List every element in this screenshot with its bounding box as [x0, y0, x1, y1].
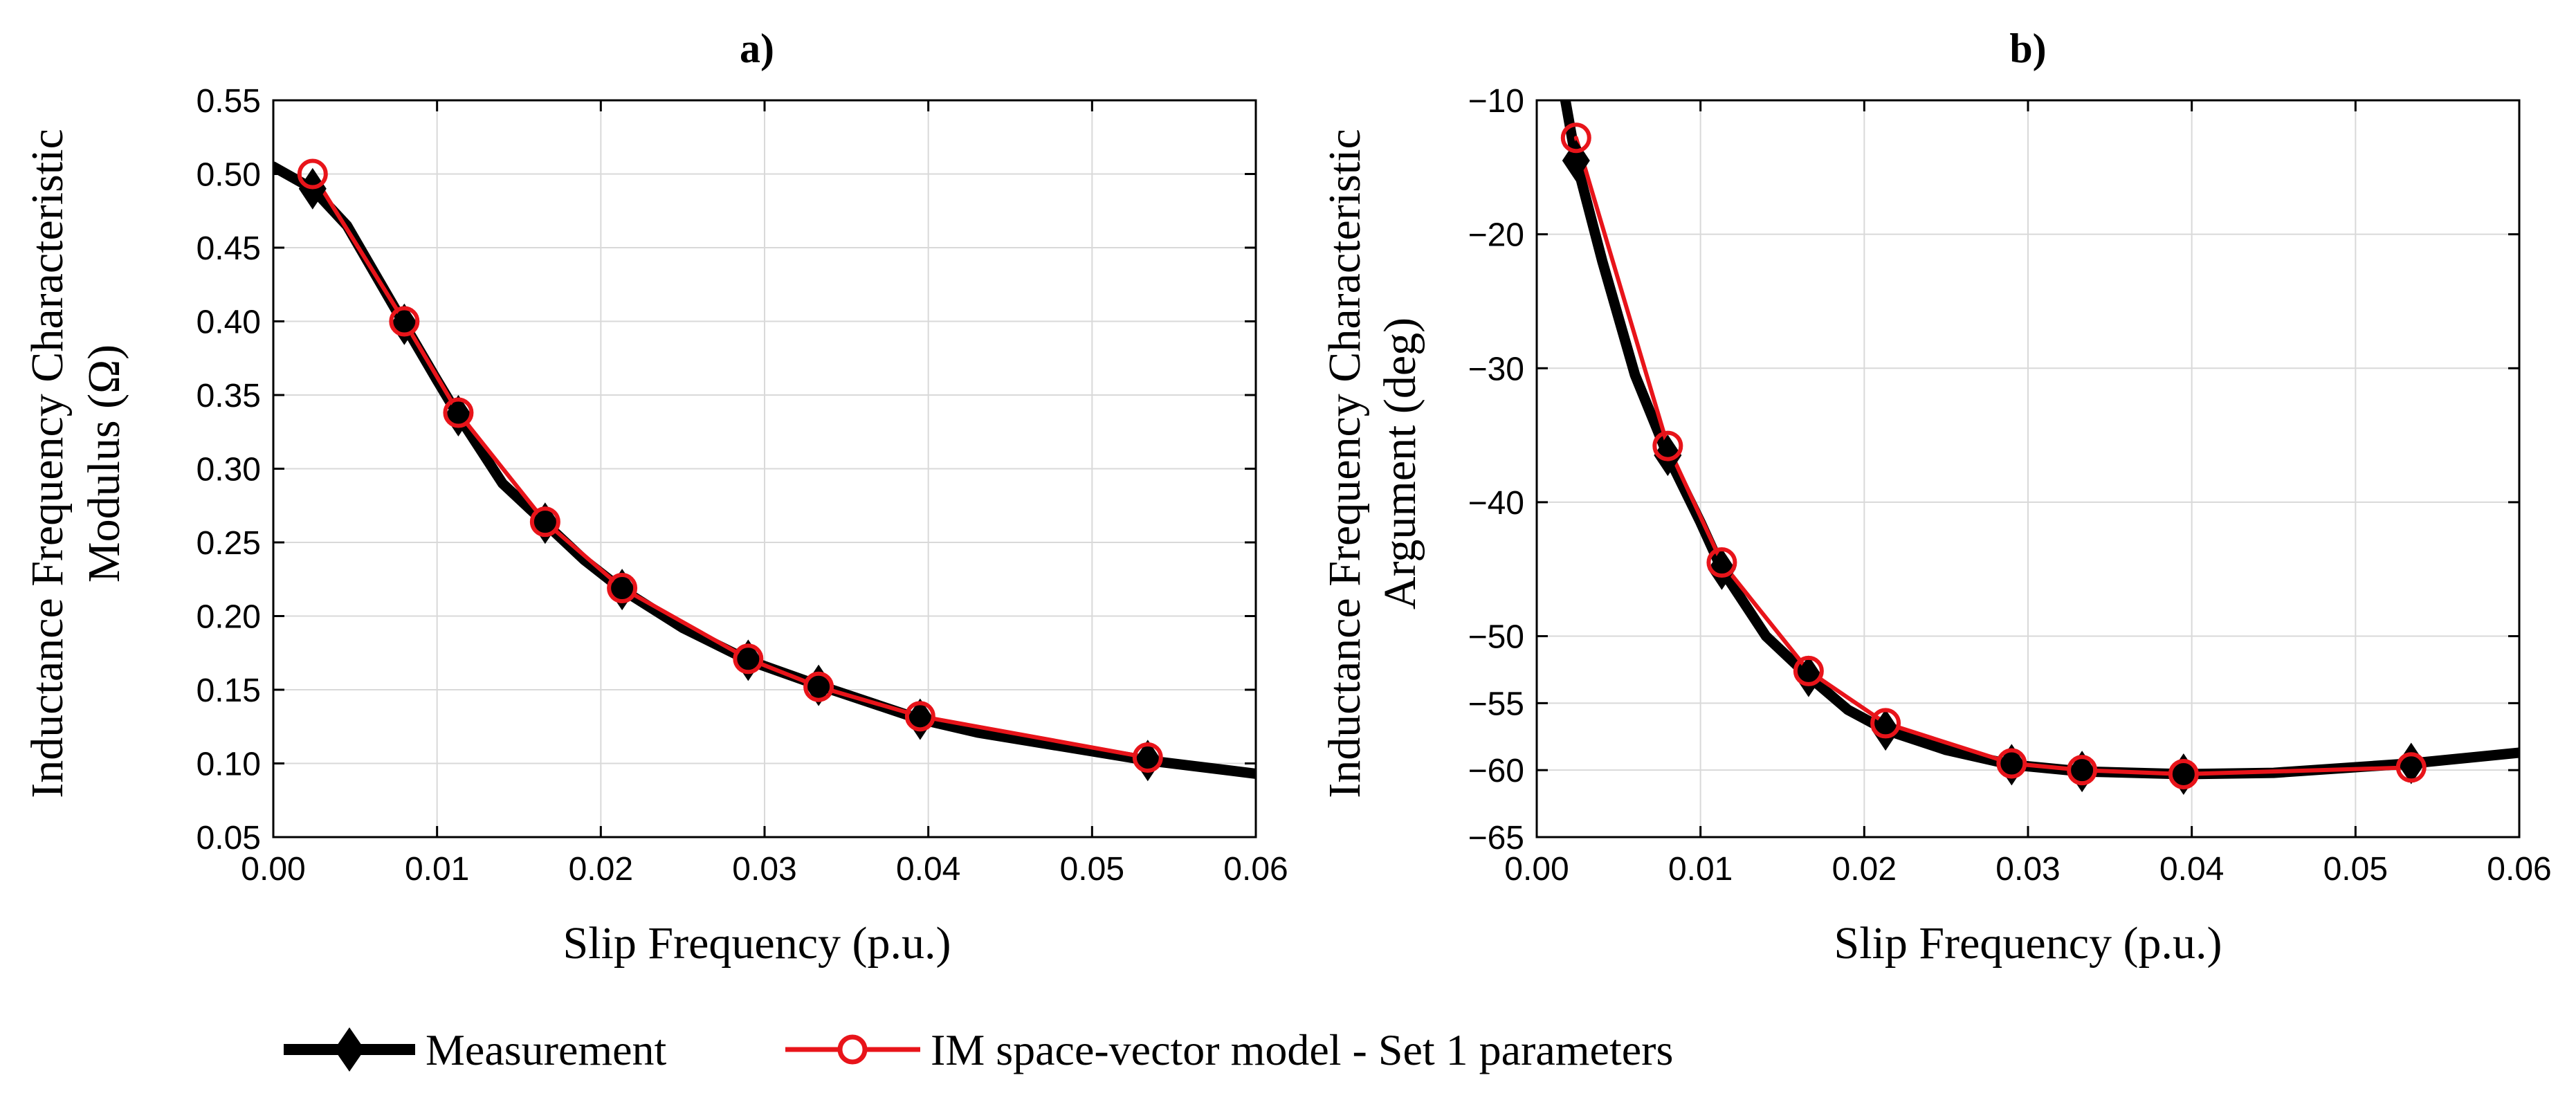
panel-b-title: b) [2009, 26, 2046, 71]
panel-a-y-tick-label: 0.55 [197, 83, 261, 120]
panel-a-x-tick-label: 0.00 [241, 851, 305, 888]
panel-b-measurement-point [1872, 709, 1900, 751]
panel-a-ticks: 0.00 0.01 0.02 0.03 0.04 0.05 0.06 0.05 0.10 0.15… [197, 83, 1288, 888]
panel-a-x-tick-label: 0.02 [569, 851, 633, 888]
panel-a-model-point [529, 506, 560, 538]
legend-measurement-diamond-icon [334, 1027, 365, 1072]
panel-b-x-tick-label: 0.00 [1504, 851, 1569, 888]
panel-a-grid [273, 100, 1257, 838]
panel-a-y-tick-label: 0.25 [197, 525, 261, 562]
panel-a-x-tick-label: 0.05 [1060, 851, 1124, 888]
panel-a-model-point [803, 671, 834, 702]
panel-a-y-axis-label-line1: Inductance Frequency Characteristic [22, 129, 73, 798]
panel-b-measurement-point [1794, 655, 1823, 697]
panel-a-y-tick-label: 0.40 [197, 304, 261, 341]
panel-a-model-point [1132, 742, 1163, 773]
panel-a-title: a) [740, 26, 774, 71]
panel-a-x-tick-label: 0.06 [1223, 851, 1288, 888]
panel-b-ticks: 0.00 0.01 0.02 0.03 0.04 0.05 0.06 −10 −20 −30 −40… [1468, 83, 2552, 888]
panel-b-x-tick-label: 0.06 [2487, 851, 2551, 888]
panel-a-model-point [733, 643, 764, 675]
panel-b-y-tick-label: −40 [1468, 485, 1524, 522]
panel-b-model-point [1706, 547, 1737, 578]
panel-b-x-tick-label: 0.01 [1668, 851, 1733, 888]
panel-b-data [1560, 100, 2519, 795]
panel-b-y-axis-label-line2: Argument (deg) [1375, 318, 1425, 609]
panel-b-x-axis-label: Slip Frequency (p.u.) [1834, 918, 2222, 969]
panel-a-x-axis-label: Slip Frequency (p.u.) [563, 918, 951, 969]
panel-b-model-line [1573, 136, 2413, 776]
panel-a-y-tick-label: 0.50 [197, 157, 261, 194]
panel-b-y-tick-label: −20 [1468, 217, 1524, 254]
panel-a-y-tick-label: 0.05 [197, 820, 261, 856]
panel-b-model-point [2395, 752, 2427, 783]
panel-b-model-point [1870, 708, 1901, 739]
panel-a-data [273, 158, 1256, 782]
panel-b-y-tick-label: −10 [1468, 83, 1524, 120]
legend-measurement-label: Measurement [426, 1025, 667, 1074]
panel-a-y-tick-label: 0.45 [197, 230, 261, 267]
panel-a-model-point [607, 573, 638, 604]
panel-b-y-axis-label-line1: Inductance Frequency Characteristic [1319, 129, 1370, 798]
panel-b-model-point [2067, 755, 2098, 786]
panel-a-y-tick-label: 0.15 [197, 672, 261, 709]
panel-b-series-group [1560, 100, 2519, 795]
panel-a: a) 0.00 0.01 0.02 0.03 0.04 0.05 0.060.050.100… [22, 26, 1288, 969]
panel-b-model-point [1793, 655, 1824, 686]
panel-a-y-tick-label: 0.30 [197, 452, 261, 488]
panel-b-y-tick-label: −55 [1468, 686, 1524, 722]
panel-a-model-point [443, 397, 474, 428]
panel-b-y-tick-label: −30 [1468, 351, 1524, 387]
panel-a-y-tick-label: 0.35 [197, 378, 261, 414]
panel-b-x-tick-label: 0.04 [2159, 851, 2224, 888]
panel-b-y-tick-label: −65 [1468, 820, 1524, 856]
panel-a-series-group [273, 158, 1256, 782]
panel-b-measurement-line [1560, 100, 2519, 780]
panel-b-measurement-point [1654, 434, 1682, 477]
panel-a-x-tick-label: 0.01 [405, 851, 469, 888]
panel-b-x-tick-label: 0.03 [1995, 851, 2060, 888]
panel-a-model-point [297, 158, 328, 190]
panel-a-model-point [904, 701, 935, 732]
legend-model-label: IM space-vector model - Set 1 parameters [931, 1025, 1673, 1074]
panel-b-measurement-point [1708, 548, 1736, 590]
panel-b-measurement-point [2397, 742, 2425, 785]
panel-a-y-axis-label-line2: Modulus (Ω) [79, 345, 129, 583]
panel-b-model-point [1996, 748, 2027, 779]
panel-b-y-tick-label: −60 [1468, 753, 1524, 789]
panel-b: b) 0.00 0.01 0.02 0.03 0.04 0.05 0.06 −10 −20 −30… [1319, 26, 2552, 969]
panel-b-y-tick-label: −50 [1468, 619, 1524, 656]
legend-model-circle-icon [837, 1034, 868, 1065]
panel-b-x-tick-label: 0.02 [1832, 851, 1897, 888]
panel-b-x-tick-label: 0.05 [2323, 851, 2388, 888]
panel-a-model-line [310, 172, 1150, 760]
panel-a-y-tick-label: 0.10 [197, 746, 261, 783]
panel-b-grid [1536, 100, 2520, 838]
panel-a-model-point [389, 306, 420, 337]
legend: Measurement IM space-vector model - Set … [284, 1025, 1673, 1074]
panel-a-x-tick-label: 0.03 [732, 851, 796, 888]
panel-b-model-point [2168, 758, 2199, 789]
panel-b-model-point [1560, 122, 1591, 154]
panel-a-y-tick-label: 0.20 [197, 599, 261, 636]
panel-b-model-point [1652, 430, 1683, 461]
panel-a-x-tick-label: 0.04 [896, 851, 960, 888]
